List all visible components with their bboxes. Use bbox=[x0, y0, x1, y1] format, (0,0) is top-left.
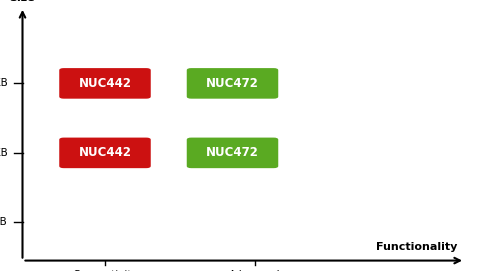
Text: Connectivity
Series: Connectivity Series bbox=[72, 270, 138, 271]
Text: Advanced
Series: Advanced Series bbox=[229, 270, 281, 271]
Text: 512KB: 512KB bbox=[0, 78, 8, 88]
FancyBboxPatch shape bbox=[187, 138, 278, 168]
Text: NUC442: NUC442 bbox=[79, 77, 132, 90]
Text: 128KB: 128KB bbox=[0, 217, 8, 227]
Text: 256KB: 256KB bbox=[0, 148, 8, 158]
Text: NUC472: NUC472 bbox=[206, 146, 259, 159]
FancyBboxPatch shape bbox=[59, 138, 151, 168]
Text: NUC472: NUC472 bbox=[206, 77, 259, 90]
FancyBboxPatch shape bbox=[59, 68, 151, 99]
Text: Functionality: Functionality bbox=[376, 242, 457, 252]
Text: Flash Memory
Size: Flash Memory Size bbox=[0, 0, 66, 4]
Text: NUC442: NUC442 bbox=[79, 146, 132, 159]
FancyBboxPatch shape bbox=[187, 68, 278, 99]
